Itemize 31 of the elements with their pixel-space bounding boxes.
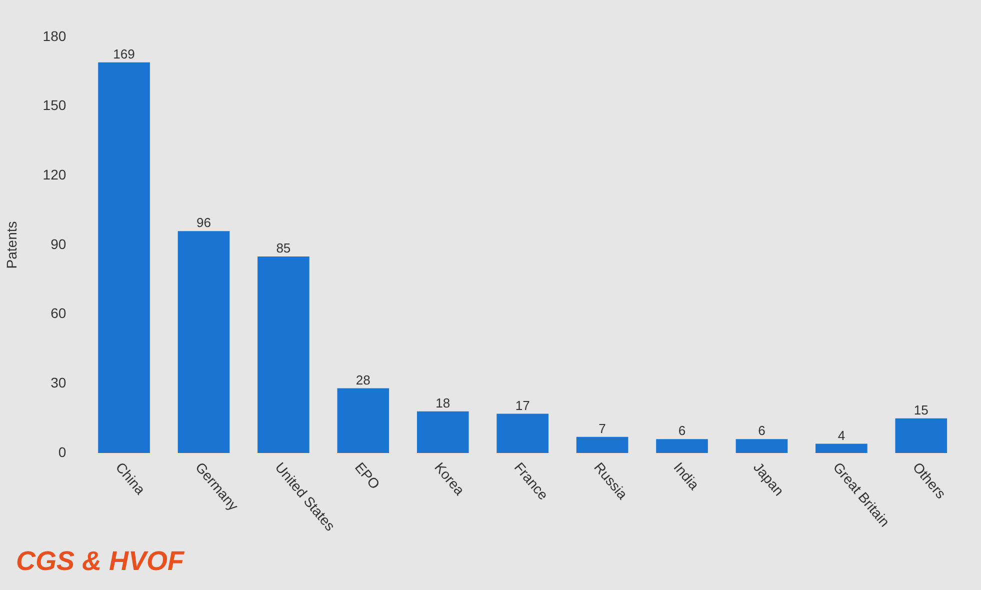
bar: [736, 439, 788, 453]
bar: [816, 444, 868, 453]
text: CGS & HVOF: [16, 546, 184, 577]
bar: [98, 62, 150, 453]
bar: [258, 256, 310, 453]
y-tick-label: 180: [42, 28, 66, 44]
data-label: 85: [276, 240, 291, 256]
data-label: 15: [914, 402, 928, 418]
bar: [576, 436, 628, 453]
y-tick-label: 90: [50, 236, 66, 252]
y-tick-label: 60: [50, 305, 66, 322]
bar: [416, 411, 469, 453]
data-label: 18: [436, 395, 450, 410]
y-tick-label: 120: [42, 166, 66, 183]
bar: [895, 418, 948, 453]
data-label: 7: [598, 420, 606, 436]
data-label: 169: [113, 46, 135, 62]
y-tick-label: 150: [42, 97, 66, 114]
bar: [337, 388, 390, 453]
data-label: 96: [196, 215, 211, 230]
data-label: 4: [838, 428, 846, 443]
data-label: 6: [758, 423, 766, 438]
y-tick-label: 30: [50, 374, 66, 391]
data-label: 6: [678, 423, 686, 438]
bar: [178, 231, 230, 453]
bar: [656, 439, 708, 453]
y-tick-label: 0: [58, 444, 66, 460]
data-label: 28: [356, 372, 370, 388]
data-label: 17: [515, 398, 530, 413]
bar: [496, 414, 548, 453]
y-axis-title: Patents: [3, 221, 20, 269]
